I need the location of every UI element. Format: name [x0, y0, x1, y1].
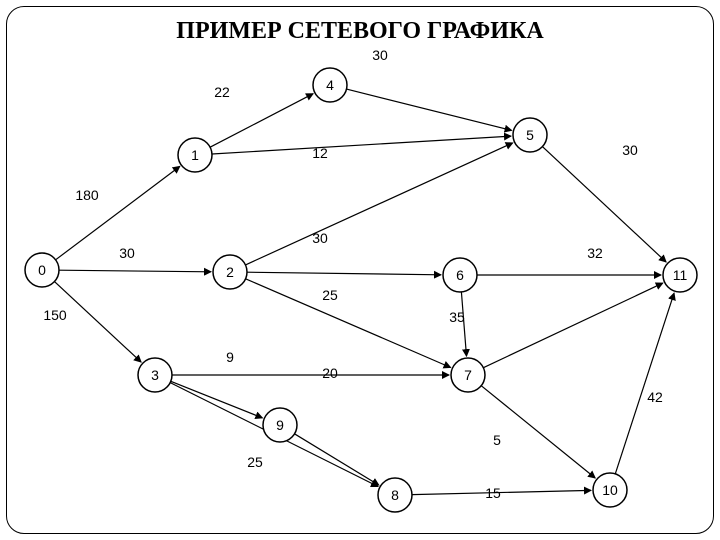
edge-8-10	[412, 490, 591, 494]
edge-9s-8	[295, 434, 379, 485]
edge-label-3-7: 20	[322, 365, 338, 381]
edge-label-2-6: 25	[322, 287, 338, 303]
edge-0-3	[55, 282, 142, 363]
node-label-1: 1	[191, 147, 199, 163]
network-diagram: ПРИМЕР СЕТЕВОГО ГРАФИКА 1803015022123025…	[0, 0, 720, 540]
edge-0-1	[56, 166, 180, 259]
node-label-2: 2	[226, 264, 234, 280]
edge-7-11	[483, 283, 662, 368]
edge-3-9s	[171, 381, 263, 418]
node-label-10: 10	[602, 482, 618, 498]
edge-5-11	[542, 147, 666, 262]
edge-label-0-2: 30	[119, 245, 135, 261]
edge-1-5	[212, 136, 511, 154]
edge-label-3-8: 25	[247, 454, 263, 470]
edge-label-4-5: 30	[372, 47, 388, 63]
edge-label-5-11: 30	[622, 142, 638, 158]
node-label-6: 6	[456, 267, 464, 283]
edge-label-0-1: 180	[75, 187, 99, 203]
edge-label-1-5: 12	[312, 145, 328, 161]
node-label-7: 7	[464, 367, 472, 383]
edge-4-5	[347, 89, 512, 130]
edge-label-6-7: 35	[449, 309, 465, 325]
edge-label-1-4: 22	[214, 84, 230, 100]
node-label-5: 5	[526, 127, 534, 143]
node-label-11: 11	[673, 267, 688, 283]
edge-10-11	[615, 293, 674, 474]
edge-label-7-11: 42	[647, 389, 663, 405]
edge-label-7-10: 5	[493, 432, 501, 448]
edge-label-2-7: 9	[226, 349, 234, 365]
node-label-8: 8	[391, 487, 399, 503]
edge-2-6	[247, 272, 441, 275]
node-label-9s: 9	[276, 417, 284, 433]
edge-1-4	[210, 94, 313, 148]
graph-svg: 1803015022123025920253030323542515012345…	[0, 0, 720, 540]
edge-label-8-10: 15	[485, 485, 501, 501]
edge-2-5	[246, 143, 513, 265]
edge-0-2	[59, 270, 211, 272]
edge-label-6-11: 32	[587, 245, 603, 261]
node-label-4: 4	[326, 77, 334, 93]
node-label-0: 0	[38, 262, 46, 278]
node-label-3: 3	[151, 367, 159, 383]
edge-label-0-3: 150	[43, 307, 67, 323]
edge-2-7	[246, 279, 451, 368]
edge-label-2-5: 30	[312, 230, 328, 246]
